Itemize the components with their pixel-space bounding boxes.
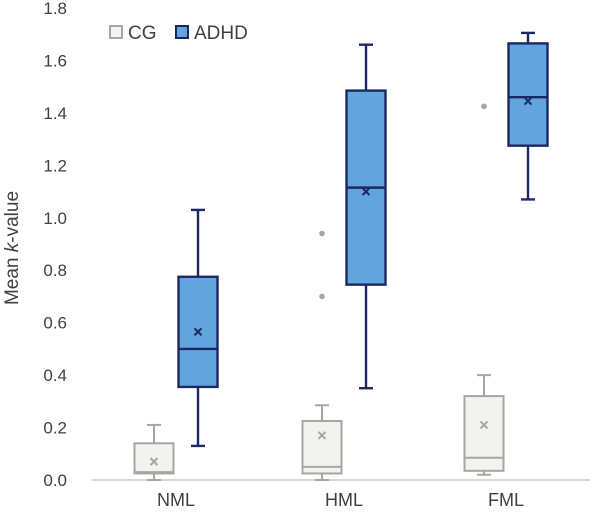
mean-marker — [317, 431, 327, 440]
y-axis-label-part: -value — [2, 191, 23, 243]
box-cg-hml — [301, 230, 343, 481]
legend-entry: CG — [128, 23, 157, 44]
legend-entry: ADHD — [194, 23, 248, 44]
y-axis-ticks: 0.0 0.2 0.4 0.6 0.8 1.0 1.2 1.4 1.6 1.8 — [43, 0, 67, 490]
mean-marker — [149, 457, 159, 466]
outlier-point — [319, 293, 325, 300]
legend-swatch — [109, 25, 123, 39]
y-axis-label-part: Mean — [2, 252, 23, 305]
box-cg-fml — [463, 103, 505, 476]
plot-area — [133, 31, 549, 481]
x-category-label: NML — [157, 490, 195, 510]
mean-marker — [193, 327, 203, 337]
y-tick-label: 0.6 — [43, 314, 67, 333]
y-axis-label: Mean k-value — [2, 191, 23, 305]
y-tick-label: 1.6 — [43, 51, 67, 70]
x-axis-categories: NML HML FML — [157, 490, 524, 510]
outlier-point — [319, 230, 325, 237]
x-category-label: HML — [325, 490, 363, 510]
y-tick-label: 1.2 — [43, 156, 67, 175]
box-adhd-nml — [177, 208, 219, 448]
mean-marker — [523, 96, 533, 106]
y-tick-label: 1.0 — [43, 209, 67, 228]
y-tick-label: 0.4 — [43, 366, 67, 385]
y-tick-label: 0.8 — [43, 261, 67, 280]
x-category-label: FML — [488, 490, 524, 510]
y-tick-label: 0.2 — [43, 419, 67, 438]
y-tick-label: 1.4 — [43, 104, 67, 123]
legend: CG ADHD — [109, 23, 248, 44]
box-iqr — [133, 442, 175, 475]
box-iqr — [301, 420, 343, 475]
y-axis-label-italic: k — [2, 241, 23, 252]
y-tick-label: 0.0 — [43, 471, 67, 490]
box-adhd-hml — [345, 43, 387, 390]
box-iqr — [177, 275, 219, 389]
mean-marker — [361, 187, 371, 196]
box-iqr — [463, 395, 505, 472]
box-iqr — [507, 42, 549, 147]
outlier-point — [481, 103, 487, 110]
legend-swatch — [175, 25, 189, 39]
box-cg-nml — [133, 423, 175, 481]
y-tick-label: 1.8 — [43, 0, 67, 18]
box-adhd-fml — [507, 31, 549, 201]
mean-marker — [479, 420, 489, 430]
